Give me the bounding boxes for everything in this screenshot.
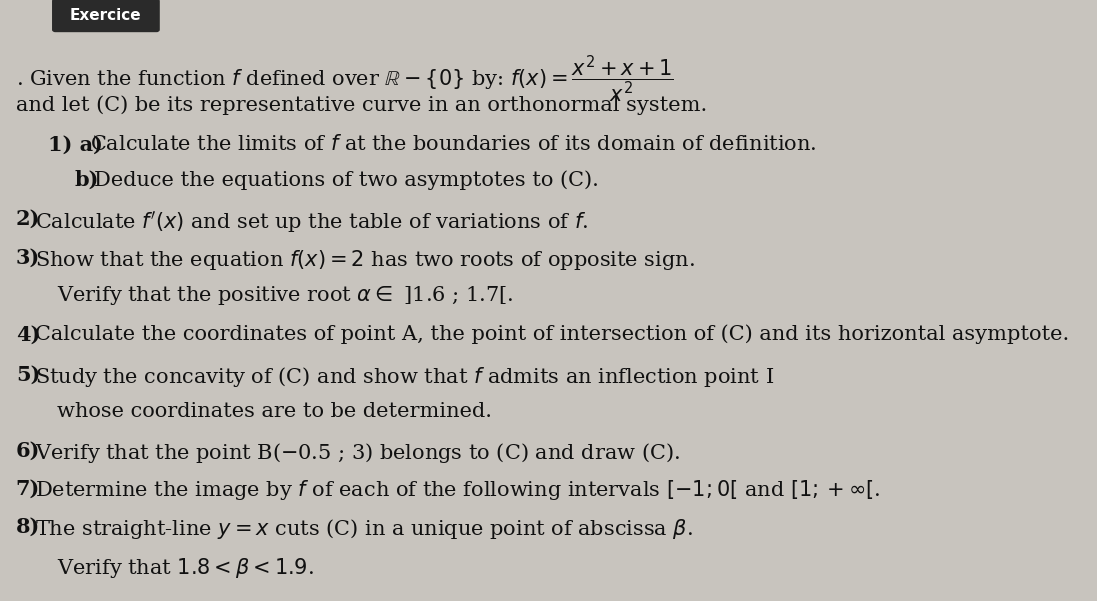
Text: Study the concavity of (C) and show that $f$ admits an inflection point I: Study the concavity of (C) and show that… <box>35 365 774 389</box>
Text: Calculate the coordinates of point A, the point of intersection of (C) and its h: Calculate the coordinates of point A, th… <box>35 325 1070 344</box>
Text: 7): 7) <box>15 478 41 498</box>
Text: Deduce the equations of two asymptotes to (C).: Deduce the equations of two asymptotes t… <box>94 170 599 190</box>
Text: Calculate the limits of $f$ at the boundaries of its domain of definition.: Calculate the limits of $f$ at the bound… <box>90 135 816 154</box>
Text: 1) a): 1) a) <box>48 135 103 154</box>
Text: Verify that $1.8 < \beta < 1.9$.: Verify that $1.8 < \beta < 1.9$. <box>57 555 314 579</box>
Text: whose coordinates are to be determined.: whose coordinates are to be determined. <box>57 402 493 421</box>
Text: Verify that the positive root $\alpha \in$ ]1.6 ; 1.7[.: Verify that the positive root $\alpha \i… <box>57 284 513 307</box>
Text: 3): 3) <box>15 248 41 268</box>
FancyBboxPatch shape <box>53 0 159 31</box>
Text: . Given the function $f$ defined over $\mathbb{R} - \{0\}$ by: $f(x) = \dfrac{x^: . Given the function $f$ defined over $\… <box>15 53 674 105</box>
Text: b): b) <box>75 170 99 191</box>
Text: 4): 4) <box>15 325 41 344</box>
Text: 8): 8) <box>15 517 41 537</box>
Text: The straight-line $y = x$ cuts (C) in a unique point of abscissa $\beta$.: The straight-line $y = x$ cuts (C) in a … <box>35 517 693 542</box>
Text: and let (C) be its representative curve in an orthonormal system.: and let (C) be its representative curve … <box>15 96 708 115</box>
Text: Verify that the point B($-$0.5 ; 3) belongs to (C) and draw (C).: Verify that the point B($-$0.5 ; 3) belo… <box>35 441 680 465</box>
Text: 2): 2) <box>15 209 41 229</box>
Text: 6): 6) <box>15 441 41 461</box>
Text: Show that the equation $f(x) = 2$ has two roots of opposite sign.: Show that the equation $f(x) = 2$ has tw… <box>35 248 695 272</box>
Text: Determine the image by $f$ of each of the following intervals $[-1 ; 0[$ and $[1: Determine the image by $f$ of each of th… <box>35 478 881 502</box>
Text: Calculate $f'(x)$ and set up the table of variations of $f$.: Calculate $f'(x)$ and set up the table o… <box>35 209 588 235</box>
Text: Exercice: Exercice <box>70 8 142 23</box>
Text: 5): 5) <box>15 365 41 385</box>
